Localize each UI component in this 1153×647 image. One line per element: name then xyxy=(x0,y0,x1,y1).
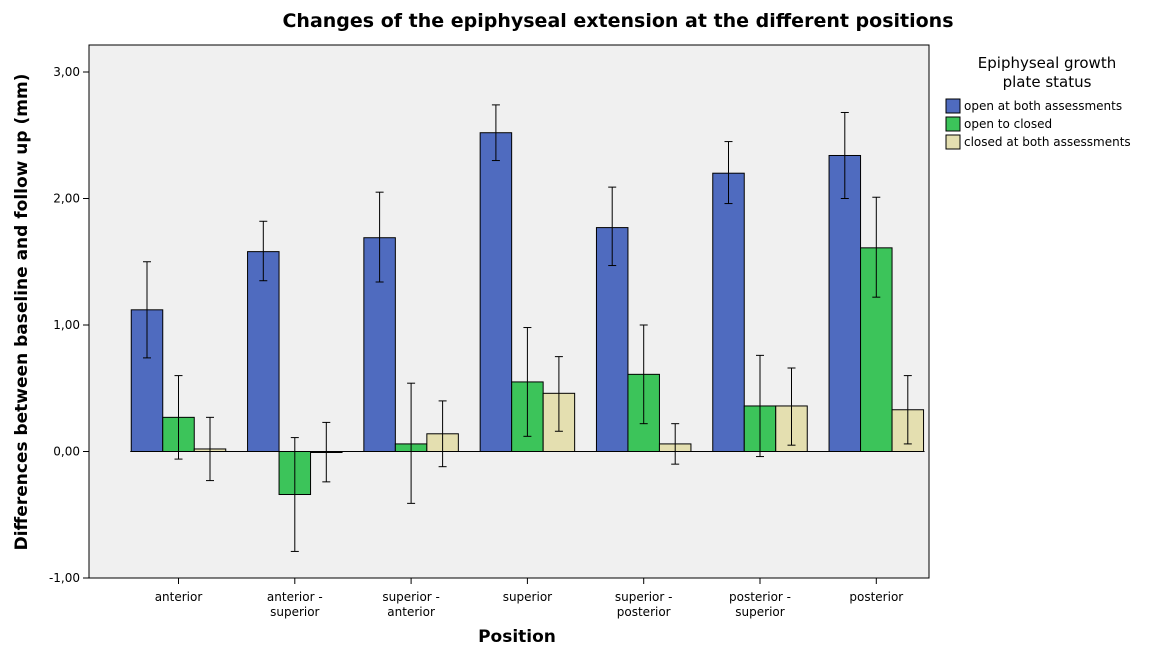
error-bar xyxy=(639,324,648,425)
legend: Epiphyseal growth plate status open at b… xyxy=(945,54,1131,150)
error-bar xyxy=(438,400,447,468)
legend-label: open to closed xyxy=(964,117,1052,131)
legend-swatch xyxy=(945,98,961,114)
x-tick-label: posterior xyxy=(617,605,671,619)
error-bar xyxy=(322,421,331,483)
error-bar xyxy=(872,196,881,298)
error-bar xyxy=(206,416,214,482)
legend-swatch xyxy=(945,134,961,150)
error-bar xyxy=(290,437,299,552)
y-tick-label: 3,00 xyxy=(53,65,80,79)
y-axis-title: Differences between baseline and follow … xyxy=(12,74,32,551)
x-tick-label: superior xyxy=(270,605,319,619)
error-bar xyxy=(491,104,500,162)
legend-label: open at both assessments xyxy=(964,99,1122,113)
bar-open-at-both-assessments xyxy=(247,251,280,452)
error-bar xyxy=(259,220,268,282)
error-bar xyxy=(903,375,912,445)
bar-open-at-both-assessments xyxy=(712,172,745,452)
bar-open-at-both-assessments xyxy=(479,132,513,452)
x-tick-label: superior - xyxy=(615,590,673,604)
x-tick-label: superior xyxy=(735,605,784,619)
y-tick-label: 1,00 xyxy=(53,318,80,332)
error-bar xyxy=(407,382,416,504)
error-bar xyxy=(787,367,796,446)
error-bar xyxy=(174,375,183,460)
y-tick-label: -1,00 xyxy=(49,571,80,585)
y-axis: -1,00 0,00 1,00 2,00 3,00 xyxy=(49,65,89,585)
legend-title-line-1: Epiphyseal growth xyxy=(978,54,1116,72)
x-tick-label: posterior xyxy=(849,590,903,604)
chart-title: Changes of the epiphyseal extension at t… xyxy=(282,10,953,32)
x-tick-label: anterior - xyxy=(267,590,323,604)
error-bars xyxy=(143,104,912,552)
y-tick-label: 2,00 xyxy=(53,192,80,206)
x-axis-title: Position xyxy=(478,627,556,647)
error-bar xyxy=(756,354,764,458)
error-bar xyxy=(554,356,563,432)
error-bar xyxy=(523,327,532,437)
legend-label: closed at both assessments xyxy=(964,135,1131,149)
x-tick-label: anterior xyxy=(387,605,435,619)
x-tick-label: superior - xyxy=(382,590,440,604)
error-bar xyxy=(724,141,733,205)
legend-swatch xyxy=(945,116,961,132)
error-bar xyxy=(608,186,617,267)
error-bar xyxy=(840,111,849,199)
x-tick-label: superior xyxy=(503,590,552,604)
x-tick-label: posterior - xyxy=(729,590,791,604)
x-tick-label: anterior xyxy=(155,590,203,604)
error-bar xyxy=(143,261,151,359)
legend-title-line-2: plate status xyxy=(1003,73,1092,91)
error-bar xyxy=(375,191,384,283)
error-bar xyxy=(671,423,680,465)
y-tick-label: 0,00 xyxy=(53,445,80,459)
bar-open-at-both-assessments xyxy=(828,154,862,453)
